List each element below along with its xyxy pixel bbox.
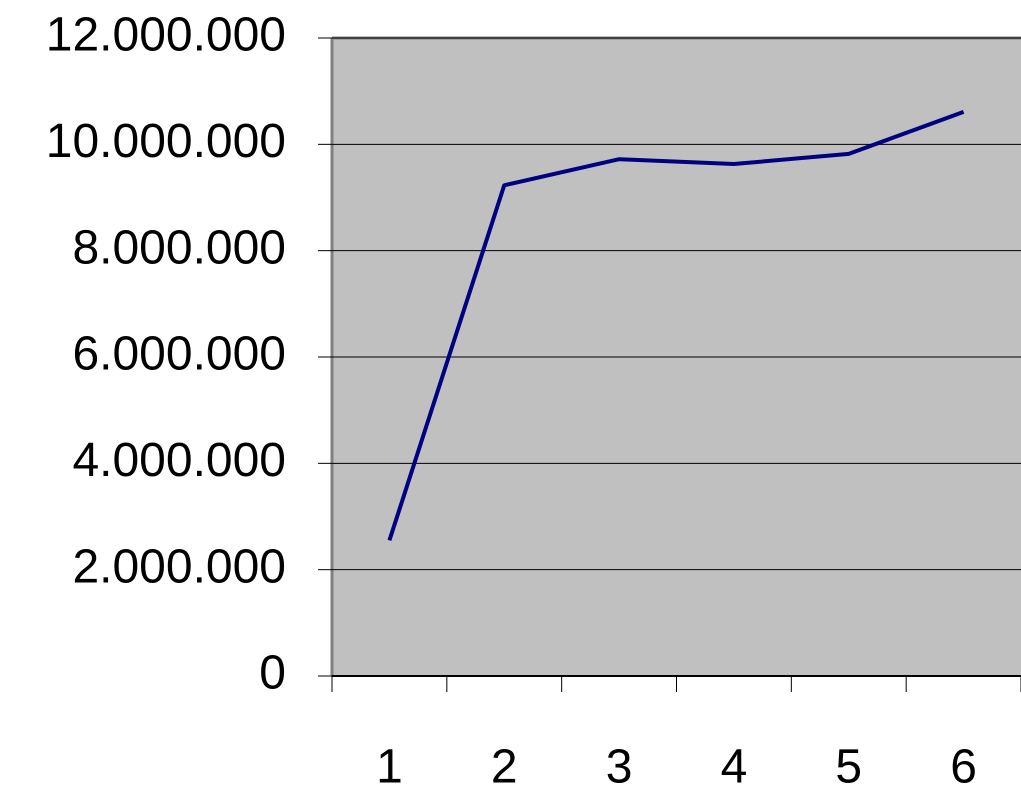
x-tick-label: 6 xyxy=(950,741,977,794)
y-tick-label: 8.000.000 xyxy=(72,221,286,274)
y-tick-label: 4.000.000 xyxy=(72,434,286,487)
y-tick-label: 12.000.000 xyxy=(46,9,286,62)
y-tick-label: 0 xyxy=(259,647,286,700)
x-tick-label: 3 xyxy=(606,741,633,794)
x-tick-label: 2 xyxy=(491,741,518,794)
y-tick-label: 6.000.000 xyxy=(72,328,286,381)
x-tick-label: 4 xyxy=(721,741,748,794)
x-tick-label: 1 xyxy=(376,741,403,794)
data-line xyxy=(387,110,965,542)
y-tick-label: 2.000.000 xyxy=(72,540,286,593)
x-tick-label: 5 xyxy=(835,741,862,794)
y-tick-label: 10.000.000 xyxy=(46,115,286,168)
